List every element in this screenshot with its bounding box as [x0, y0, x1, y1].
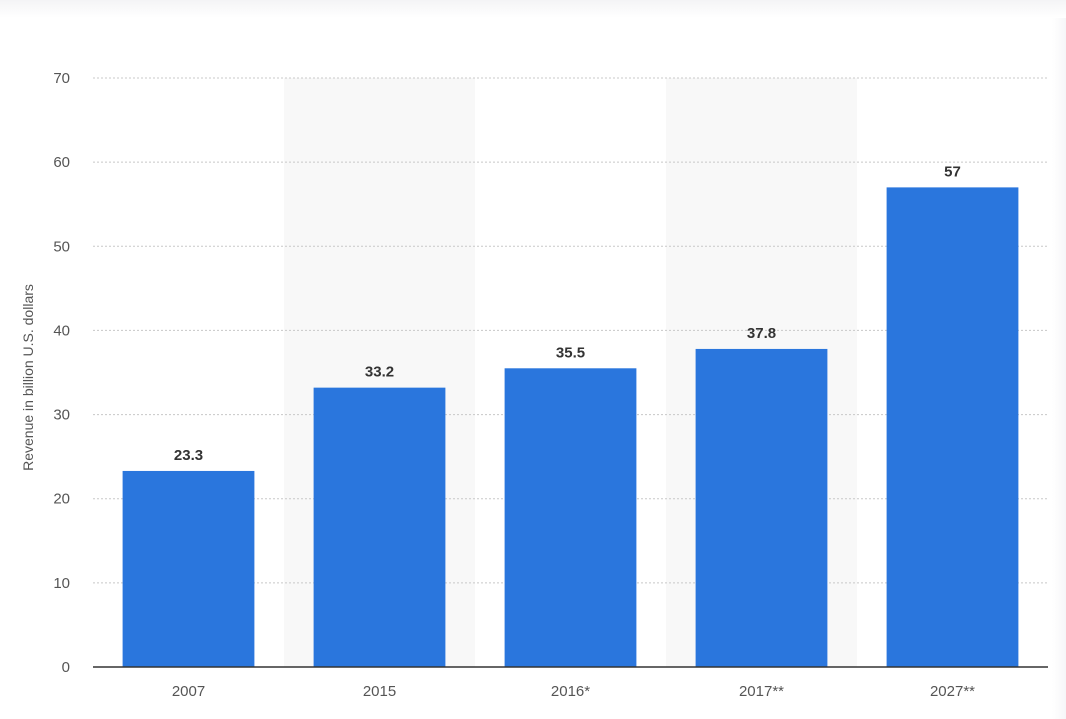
- y-axis-ticks: 0 10 20 30 40 50 60 70: [53, 70, 70, 676]
- bar-2015[interactable]: [313, 387, 446, 667]
- data-label-2027**: 57: [944, 163, 961, 180]
- y-axis-title: Revenue in billion U.S. dollars: [20, 284, 36, 471]
- y-tick-label-20: 20: [53, 491, 70, 508]
- bar-2016*[interactable]: [504, 368, 637, 667]
- data-label-2016*: 35.5: [556, 344, 585, 361]
- x-tick-label-2017**: 2017**: [739, 683, 784, 700]
- data-label-2007: 23.3: [174, 447, 203, 464]
- data-label-2015: 33.2: [365, 364, 394, 381]
- x-axis-ticks: 2007 2015 2016* 2017** 2027**: [172, 683, 975, 700]
- y-tick-label-40: 40: [53, 322, 70, 339]
- bar-2027**[interactable]: [886, 187, 1019, 667]
- y-tick-label-60: 60: [53, 154, 70, 171]
- x-tick-label-2007: 2007: [172, 683, 205, 700]
- x-tick-label-2016*: 2016*: [551, 683, 590, 700]
- y-tick-label-10: 10: [53, 575, 70, 592]
- x-tick-label-2015: 2015: [363, 683, 396, 700]
- y-tick-label-50: 50: [53, 238, 70, 255]
- right-edge-shadow: [1052, 18, 1066, 719]
- y-tick-label-70: 70: [53, 70, 70, 87]
- data-labels: 23.3 33.2 35.5 37.8 57: [174, 163, 961, 464]
- top-strip: [0, 0, 1066, 18]
- bar-2007[interactable]: [122, 470, 255, 667]
- x-tick-label-2027**: 2027**: [930, 683, 975, 700]
- data-label-2017**: 37.8: [747, 325, 776, 342]
- y-tick-label-30: 30: [53, 407, 70, 424]
- y-tick-label-0: 0: [62, 659, 70, 676]
- bars: [122, 187, 1019, 667]
- bar-2017**[interactable]: [695, 348, 828, 667]
